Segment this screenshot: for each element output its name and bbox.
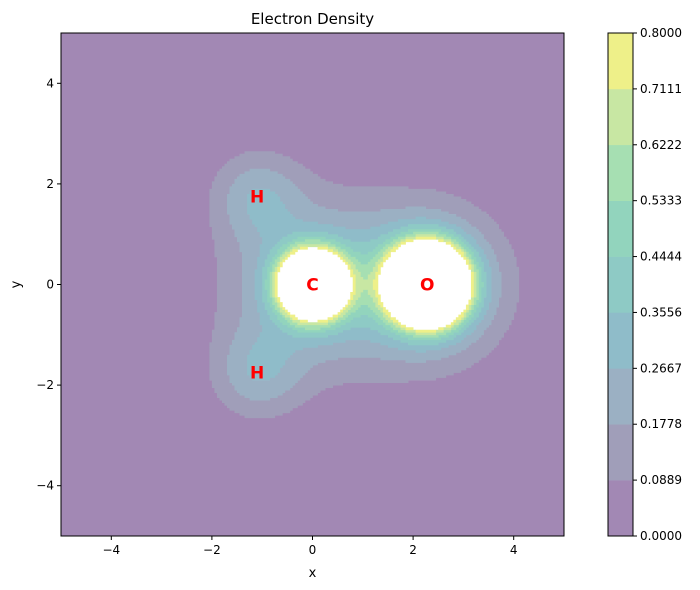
x-tick-label: 2: [409, 543, 417, 557]
colorbar-band-0: [608, 480, 633, 537]
colorbar-tick-label: 0.0000: [640, 529, 682, 543]
y-tick-label: −2: [36, 378, 54, 392]
colorbar-band-2: [608, 368, 633, 425]
colorbar-band-8: [608, 33, 633, 90]
x-tick-label: 4: [510, 543, 518, 557]
x-tick-label: −4: [102, 543, 120, 557]
y-tick-label: 4: [46, 76, 54, 90]
contour-band-3: [247, 188, 492, 381]
colorbar-tick-label: 0.3556: [640, 305, 682, 319]
y-axis-label: y: [9, 280, 24, 288]
colorbar-tick-label: 0.0889: [640, 473, 682, 487]
x-tick-label: −2: [203, 543, 221, 557]
atom-label-o-1: O: [420, 276, 434, 296]
contour-band-1: [209, 151, 520, 419]
contour-band-7: [272, 234, 477, 336]
colorbar: 0.0000 0.0889 0.1778 0.2667 0.3556 0.4444 0.53…: [607, 26, 682, 543]
contour-band-4: [262, 224, 487, 346]
colorbar-tick-label: 0.6222: [640, 138, 682, 152]
atom-label-h-3: H: [250, 364, 264, 384]
atom-label-c-0: C: [306, 276, 318, 296]
colorbar-band-6: [608, 144, 633, 201]
colorbar-band-3: [608, 312, 633, 369]
y-tick-label: 2: [46, 177, 54, 191]
colorbar-band-4: [608, 256, 633, 313]
contour-band-5: [264, 229, 484, 341]
atom-labels: C O H H: [250, 187, 434, 383]
colorbar-tick-label: 0.5333: [640, 194, 682, 208]
colorbar-band-1: [608, 424, 633, 481]
chart-title: Electron Density: [251, 10, 374, 28]
contour-band-2: [226, 168, 502, 401]
colorbar-tick-label: 0.1778: [640, 417, 682, 431]
y-axis: −4 −2 0 2 4: [36, 76, 61, 493]
x-axis-label: x: [309, 566, 317, 581]
contour-band-0: [61, 33, 564, 536]
y-tick-label: 0: [46, 278, 54, 292]
colorbar-tick-label: 0.8000: [640, 26, 682, 40]
contour-band-6: [269, 231, 479, 338]
colorbar-tick-label: 0.7111: [640, 82, 682, 96]
x-axis: −4 −2 0 2 4: [102, 536, 518, 557]
colorbar-tick-label: 0.2667: [640, 361, 682, 375]
contour-band-8: [274, 236, 474, 333]
colorbar-frame: [607, 32, 634, 537]
x-tick-label: 0: [309, 543, 317, 557]
colorbar-tick-label: 0.4444: [640, 250, 682, 264]
colorbar-band-7: [608, 88, 633, 146]
atom-label-h-2: H: [250, 187, 264, 207]
contour-plot-area: [61, 33, 564, 536]
colorbar-band-5: [608, 200, 633, 257]
y-tick-label: −4: [36, 479, 54, 493]
